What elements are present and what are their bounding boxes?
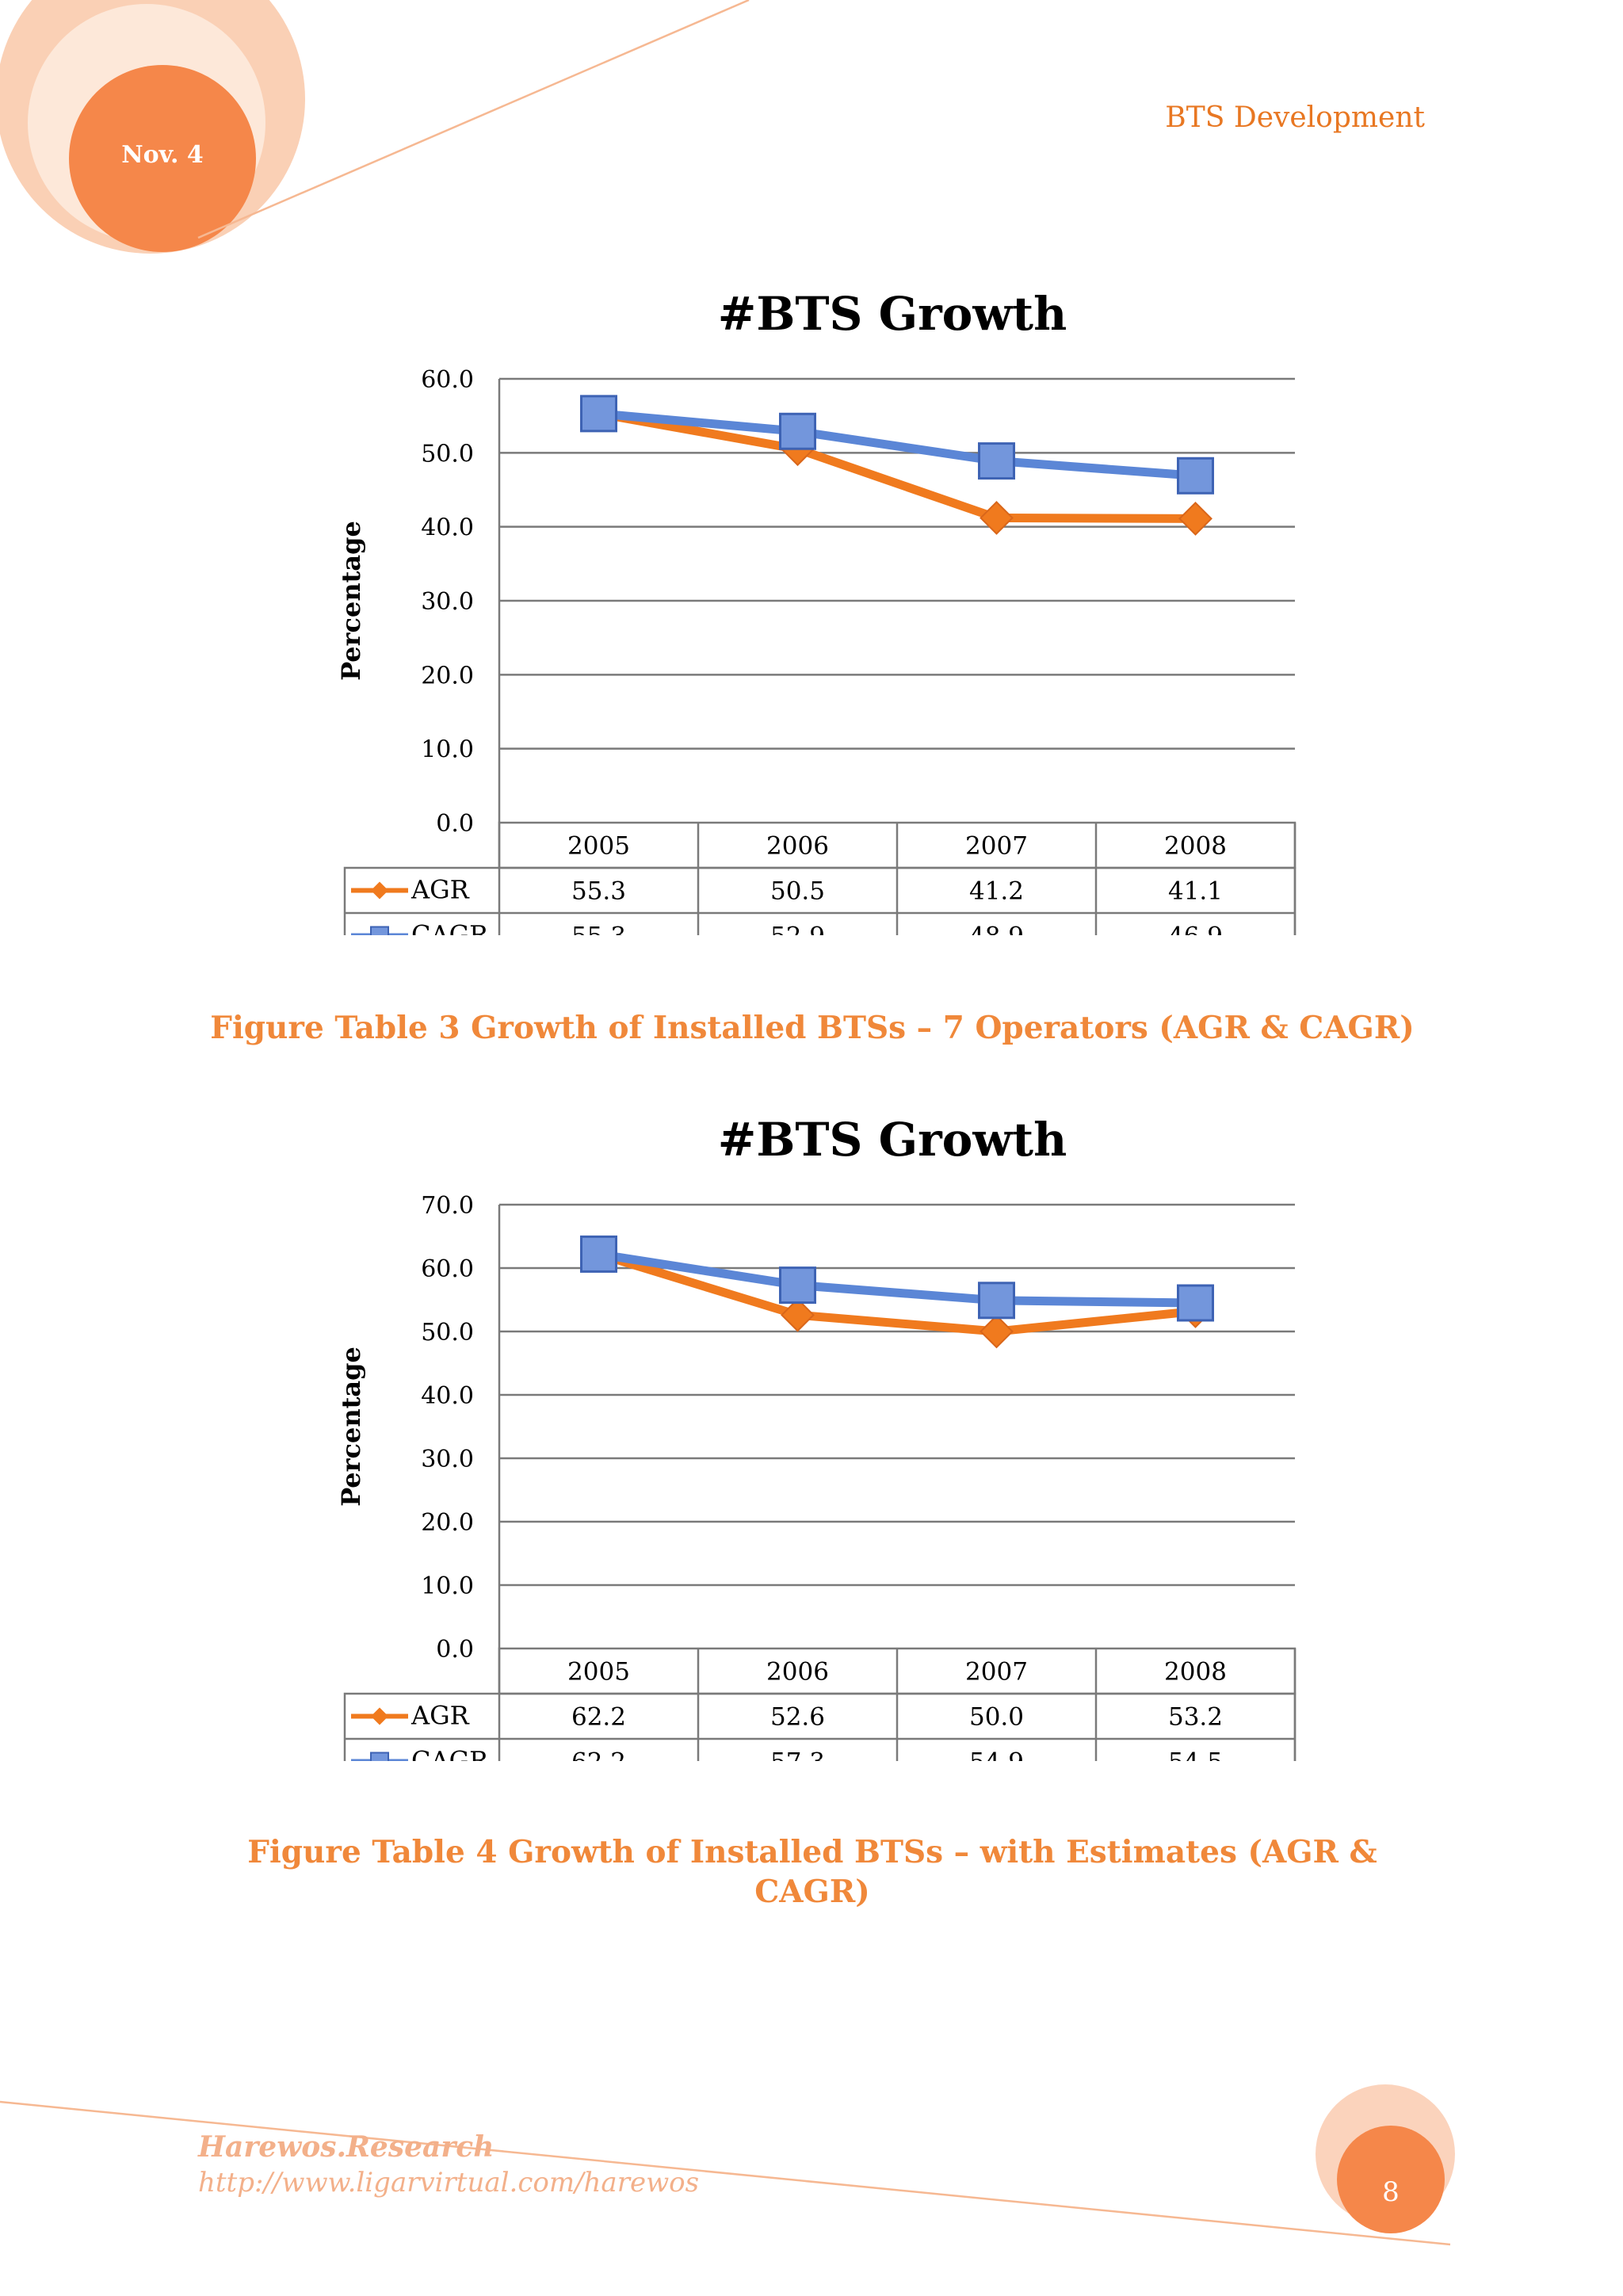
y-tick-label: 50.0 [421, 440, 474, 468]
bts-growth-chart-7-operators: #BTS Growth Percentage 0.0 10.0 20.0 30.0 40.0… [0, 269, 1623, 935]
data-point-agr [781, 1297, 815, 1332]
data-label-agr: 53.2 [1168, 1703, 1223, 1732]
header-decor-line [197, 0, 750, 239]
y-tick-label: 10.0 [421, 1572, 474, 1600]
data-point-cagr [1177, 457, 1214, 495]
data-label-agr: 50.5 [770, 877, 825, 906]
x-tick-label: 2007 [965, 1658, 1028, 1687]
data-label-cagr: 52.9 [770, 923, 825, 936]
legend-label-cagr: CAGR [411, 1746, 489, 1762]
legend-key-marker-agr [371, 881, 388, 900]
y-axis-label: Percentage [336, 521, 366, 681]
footer-org: Harewos.Research [198, 2130, 495, 2164]
data-label-agr: 55.3 [571, 877, 626, 906]
header-decor-circle-inner [69, 65, 256, 252]
data-label-cagr: 54.5 [1168, 1748, 1223, 1762]
y-tick-label: 60.0 [421, 366, 474, 394]
data-label-agr: 62.2 [571, 1703, 626, 1732]
legend-label-agr: AGR [411, 1701, 470, 1731]
y-tick-label: 40.0 [421, 514, 474, 542]
data-point-cagr [1177, 1284, 1214, 1322]
data-point-cagr [978, 442, 1015, 480]
x-tick-label: 2008 [1164, 1658, 1227, 1687]
series-line-cagr [594, 1249, 1200, 1308]
y-tick-label: 70.0 [421, 1192, 474, 1220]
y-tick-label: 30.0 [421, 1446, 474, 1473]
chart-svg: #BTS Growth Percentage 0.0 10.0 20.0 30.0 40.0… [336, 287, 1296, 936]
y-axis-label: Percentage [336, 1347, 366, 1507]
x-tick-label: 2008 [1164, 832, 1227, 861]
data-point-cagr [580, 1235, 617, 1273]
data-label-cagr: 54.9 [969, 1748, 1024, 1762]
data-label-cagr: 55.3 [571, 923, 626, 936]
y-tick-label: 60.0 [421, 1255, 474, 1283]
legend-key-marker-agr [371, 1707, 388, 1725]
footer-decor-line [0, 2100, 1451, 2246]
x-tick-label: 2006 [766, 1658, 829, 1687]
x-tick-label: 2005 [567, 832, 630, 861]
data-point-cagr [779, 1266, 816, 1305]
y-tick-label: 50.0 [421, 1319, 474, 1347]
footer-url: http://www.ligarvirtual.com/harewos [198, 2167, 700, 2199]
data-label-agr: 41.1 [1168, 877, 1223, 906]
data-label-cagr: 62.2 [571, 1748, 626, 1762]
section-title: BTS Development [1165, 101, 1425, 134]
y-tick-label: 20.0 [421, 1509, 474, 1537]
data-point-agr [980, 1314, 1014, 1349]
data-label-cagr: 48.9 [969, 923, 1024, 936]
data-label-agr: 50.0 [969, 1703, 1024, 1732]
y-tick-label: 10.0 [421, 736, 474, 764]
series-line-agr [594, 1249, 1200, 1336]
y-tick-label: 20.0 [421, 662, 474, 690]
series-line-cagr [594, 409, 1200, 480]
data-label-agr: 52.6 [770, 1703, 825, 1732]
legend-key-marker-cagr [370, 926, 389, 935]
y-tick-label: 0.0 [436, 1636, 474, 1664]
data-label-cagr: 46.9 [1168, 923, 1223, 936]
legend-key-marker-cagr [370, 1752, 389, 1761]
bts-growth-chart-with-estimates: #BTS Growth Percentage 0.0 10.0 20.0 30.0 40.0… [0, 1095, 1623, 1761]
data-point-agr [1178, 501, 1212, 536]
x-tick-label: 2006 [766, 832, 829, 861]
y-tick-label: 40.0 [421, 1382, 474, 1410]
chart-title: #BTS Growth [718, 1113, 1067, 1167]
data-point-agr [980, 501, 1014, 535]
figure-caption-4: Figure Table 4 Growth of Installed BTSs … [247, 1834, 1377, 1910]
data-point-cagr [779, 412, 816, 450]
y-tick-label: 30.0 [421, 588, 474, 616]
date-label: Nov. 4 [121, 141, 204, 169]
x-tick-label: 2007 [965, 832, 1028, 861]
page-number: 8 [1382, 2176, 1400, 2208]
legend-label-cagr: CAGR [411, 920, 489, 936]
x-tick-label: 2005 [567, 1658, 630, 1687]
chart-svg: #BTS Growth Percentage 0.0 10.0 20.0 30.0 40.0… [336, 1113, 1296, 1762]
data-point-cagr [978, 1282, 1015, 1320]
data-point-cagr [580, 395, 617, 433]
footer-decor-circle-inner [1337, 2126, 1445, 2233]
data-label-agr: 41.2 [969, 877, 1024, 906]
chart-title: #BTS Growth [718, 287, 1067, 341]
legend-label-agr: AGR [411, 875, 470, 905]
data-label-cagr: 57.3 [770, 1748, 825, 1762]
series-line-agr [594, 409, 1200, 523]
figure-caption-3: Figure Table 3 Growth of Installed BTSs … [210, 1010, 1415, 1046]
y-tick-label: 0.0 [436, 810, 474, 838]
